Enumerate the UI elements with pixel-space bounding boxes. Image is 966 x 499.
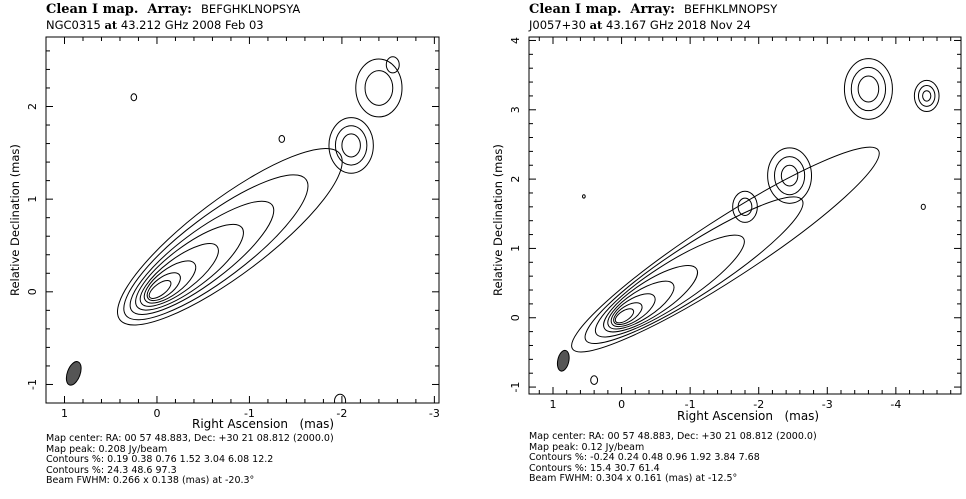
contour-level: [613, 302, 643, 326]
x-tick-label: -3: [822, 398, 833, 411]
contour-blob: [590, 375, 599, 385]
contour-blob: [850, 66, 887, 112]
map-subtitle: NGC0315 at 43.212 GHz 2008 Feb 03: [46, 18, 264, 32]
contour-level: [603, 265, 699, 333]
map-info: Map center: RA: 00 57 48.883, Dec: +30 2…: [529, 431, 817, 485]
beam-fwhm: Beam FWHM: 0.304 x 0.161 (mas) at -12.5°: [529, 473, 738, 484]
beam-ellipse: [556, 349, 570, 372]
contour-blob: [773, 156, 806, 196]
y-tick-label: -1: [509, 382, 522, 393]
x-tick-label: 0: [618, 398, 625, 411]
contour-blob: [767, 147, 813, 204]
x-tick-label: -1: [685, 398, 696, 411]
contour-level: [610, 293, 656, 328]
map-title: Clean I map. Array: BEFHKLMNOPSY: [529, 2, 778, 17]
contour-blob: [355, 58, 403, 118]
y-tick-label: -1: [26, 379, 39, 390]
y-tick-label: 2: [509, 176, 522, 183]
y-tick-label: 2: [26, 103, 39, 110]
contour-lines: [65, 56, 403, 403]
contour-blob: [922, 90, 932, 102]
contour-level: [148, 279, 172, 299]
contours-line-2: Contours %: 15.4 30.7 61.4: [529, 462, 660, 474]
y-axis-label: Relative Declination (mas): [8, 144, 22, 296]
y-tick-label: 0: [26, 288, 39, 295]
contour-plot: 1 0 -1 -2 -3 -1 0 1 2: [26, 36, 440, 420]
contour-blob: [913, 79, 940, 113]
contour-blob: [364, 70, 394, 106]
y-axis-label: Relative Declination (mas): [491, 144, 505, 296]
map-peak: Map peak: 0.12 Jy/beam: [529, 441, 645, 453]
contour-level: [607, 280, 675, 330]
x-tick-label: 1: [550, 398, 557, 411]
x-axis-label: Right Ascension (mas): [192, 417, 335, 431]
contour-level: [135, 223, 244, 311]
contour-plot: 1 0 -1 -2 -3 -4 -1 0 1 2 3 4: [509, 36, 962, 411]
contour-blob: [732, 190, 758, 223]
beam-fwhm: Beam FWHM: 0.266 x 0.138 (mas) at -20.3°: [46, 475, 255, 486]
map-peak: Map peak: 0.208 Jy/beam: [46, 443, 168, 455]
y-tick-label: 3: [509, 106, 522, 113]
contour-blob: [130, 93, 138, 102]
x-tick-label: 0: [153, 407, 160, 420]
y-tick-label: 1: [509, 245, 522, 252]
contour-blob: [334, 125, 368, 166]
contour-blob: [341, 133, 361, 158]
map-center: Map center: RA: 00 57 48.883, Dec: +30 2…: [529, 431, 817, 442]
contours-line-1: Contours %: -0.24 0.24 0.48 0.96 1.92 3.…: [529, 452, 760, 463]
contours-line-1: Contours %: 0.19 0.38 0.76 1.52 3.04 6.0…: [46, 454, 274, 465]
contour-blob: [334, 393, 347, 403]
contour-blob: [385, 56, 400, 74]
contour-blob: [780, 164, 799, 187]
contour-blob: [917, 85, 936, 107]
x-tick-label: -4: [890, 398, 901, 411]
map-info: Map center: RA: 00 57 48.883, Dec: +30 2…: [46, 433, 334, 487]
contour-blob: [843, 58, 893, 120]
contour-blob: [278, 134, 286, 143]
contour-level: [143, 260, 197, 304]
contour-blob: [857, 75, 880, 103]
x-tick-label: 1: [61, 407, 68, 420]
contour-level: [571, 146, 880, 353]
map-center: Map center: RA: 00 57 48.883, Dec: +30 2…: [46, 433, 334, 444]
plot-frame: [45, 36, 440, 404]
contour-level: [594, 234, 745, 338]
contour-blob: [581, 194, 586, 199]
x-tick-label: -3: [429, 407, 440, 420]
beam-ellipse: [65, 361, 82, 386]
contour-level: [129, 200, 275, 315]
y-tick-label: 4: [509, 37, 522, 44]
contour-blob: [328, 117, 374, 174]
contour-level: [123, 174, 309, 321]
contour-blob: [920, 203, 926, 210]
x-tick-label: -2: [753, 398, 764, 411]
contour-level: [614, 308, 635, 324]
map-title: Clean I map. Array: BEFGHKLNOPSYA: [46, 2, 301, 17]
x-axis-label: Right Ascension (mas): [677, 409, 820, 423]
y-tick-label: 1: [26, 196, 39, 203]
contour-level: [139, 243, 219, 307]
map-subtitle: J0057+30 at 43.167 GHz 2018 Nov 24: [529, 18, 751, 32]
contour-blob: [737, 197, 753, 216]
x-tick-label: -2: [336, 407, 347, 420]
contour-level: [584, 196, 804, 344]
contours-line-2: Contours %: 24.3 48.6 97.3: [46, 464, 177, 476]
contour-level: [146, 272, 181, 302]
x-tick-label: -1: [244, 407, 255, 420]
contour-lines: [556, 58, 940, 385]
contour-level: [117, 148, 343, 326]
y-tick-label: 0: [509, 314, 522, 321]
